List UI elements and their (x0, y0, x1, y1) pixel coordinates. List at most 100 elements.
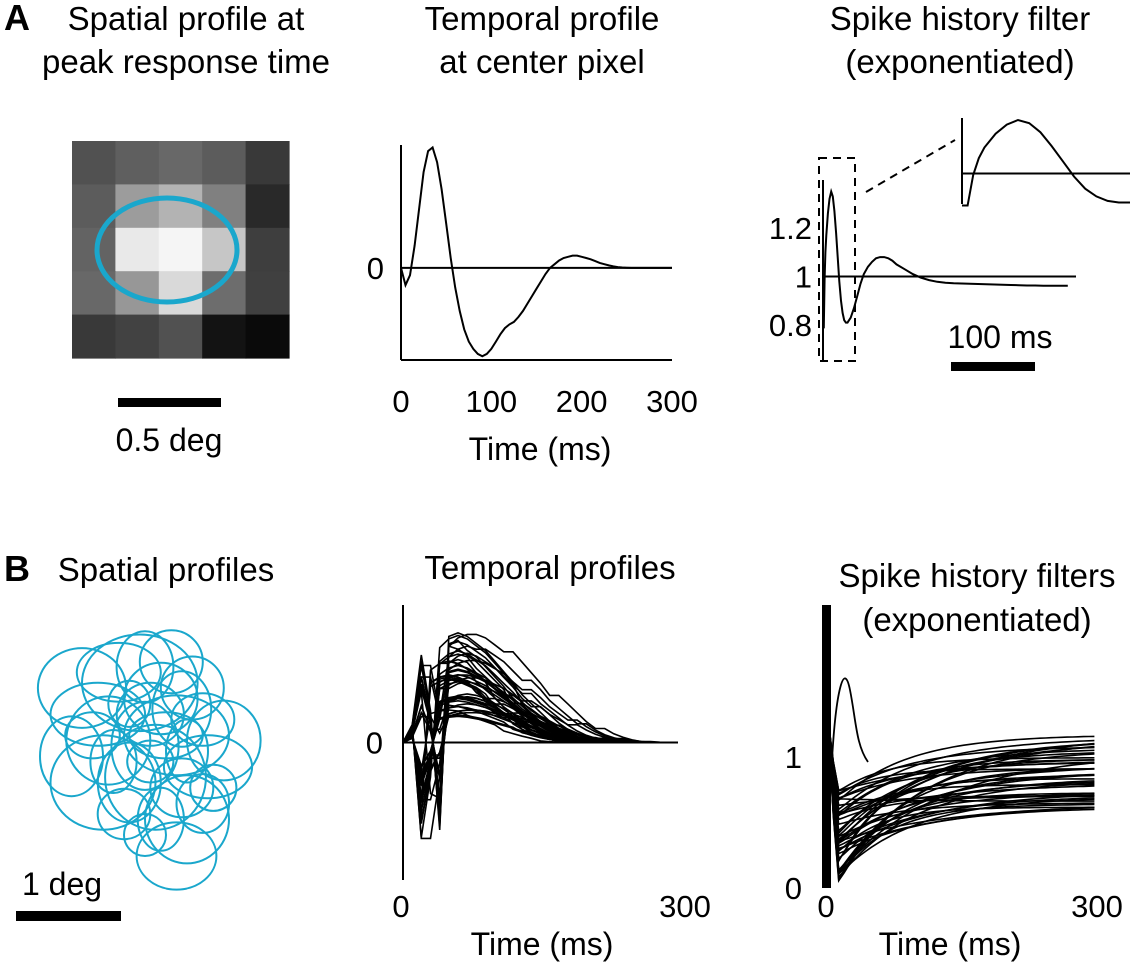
a-temporal-title-line2: at center pixel (439, 43, 644, 80)
x-tick-label: 0 (392, 889, 409, 924)
b-temporal-plot: 0 300 0 (366, 605, 711, 924)
rf-ellipse (138, 629, 204, 695)
b-temporal-title: Temporal profiles (424, 549, 675, 586)
rf-ellipse (149, 757, 215, 819)
heatmap-cell (158, 141, 203, 185)
spike-filter-line (827, 717, 1095, 817)
heatmap-cell (72, 227, 116, 272)
y-tick-label: 1 (795, 260, 812, 295)
x-tick-label: 300 (646, 384, 698, 419)
b-temporal-xlabel: Time (ms) (471, 926, 614, 962)
heatmap-cell (158, 271, 203, 316)
temporal-profile-line (400, 145, 672, 358)
rf-ellipse (189, 763, 238, 812)
heatmap-cell (158, 314, 203, 359)
spike-filter-line (827, 717, 1095, 876)
zoom-connector (865, 139, 956, 193)
spike-filter-line (827, 717, 1095, 795)
rf-ellipse (81, 633, 199, 733)
spike-filter-line (831, 677, 869, 763)
rf-ellipse (39, 715, 104, 798)
rf-ellipse (107, 679, 152, 728)
y-tick-label: 1 (785, 740, 802, 775)
rf-ellipse (175, 773, 231, 834)
heatmap-cell (72, 314, 116, 359)
b-spike-plot: 0 300 0 1 (785, 605, 1123, 924)
heatmap-cell (245, 271, 290, 316)
b-spatial-ellipses (36, 629, 262, 891)
heatmap-cell (245, 227, 290, 272)
rf-ellipse (151, 670, 213, 748)
b-spatial-scalebar (16, 911, 121, 921)
heatmap-cell (245, 184, 290, 229)
heatmap-cell (115, 184, 160, 229)
heatmap-cell (158, 184, 203, 229)
a-spike-title-line2: (exponentiated) (845, 43, 1074, 80)
b-spike-title-line2: (exponentiated) (862, 601, 1091, 638)
spike-filter-line (827, 717, 1095, 845)
rf-ellipse (135, 821, 218, 891)
a-spatial-title-line1: Spatial profile at (68, 0, 305, 37)
temporal-profile-line (402, 645, 678, 744)
a-spike-title-line1: Spike history filter (830, 0, 1090, 37)
inset-line (962, 118, 1130, 207)
a-temporal-xlabel: Time (ms) (469, 431, 612, 467)
panel-label-a: A (4, 0, 30, 38)
x-tick-label: 100 (465, 384, 517, 419)
b-spike-xlabel: Time (ms) (879, 926, 1022, 962)
heatmap-cell (202, 141, 247, 185)
rf-ellipse (126, 739, 175, 784)
heatmap-cell (72, 141, 116, 185)
a-temporal-title-line1: Temporal profile (425, 0, 660, 37)
a-temporal-plot: 0 100 200 300 0 (367, 145, 698, 419)
x-tick-label: 300 (1071, 889, 1123, 924)
temporal-profile-line (402, 704, 678, 776)
heatmap-cell (115, 141, 160, 185)
b-spike-title-line1: Spike history filters (839, 557, 1116, 594)
x-tick-label: 0 (817, 889, 834, 924)
rf-ellipse (170, 692, 236, 747)
spike-filter-line (827, 717, 1095, 838)
spike-filter-line (827, 717, 1095, 814)
spike-filter-line (827, 717, 1095, 802)
spike-filter-line (827, 717, 1095, 876)
x-tick-label: 0 (392, 384, 409, 419)
a-spatial-scalebar (118, 398, 221, 407)
y-tick-label: 0.8 (769, 308, 812, 343)
early-spike-band (822, 605, 831, 888)
heatmap-cell (202, 314, 247, 359)
spike-filter-line (827, 717, 1095, 800)
y-tick-label: 0 (785, 871, 802, 906)
a-spatial-heatmap (72, 141, 290, 359)
y-tick-label: 1.2 (769, 211, 812, 246)
rf-ellipse (64, 711, 121, 760)
spike-filter-line (827, 717, 1095, 802)
a-spatial-scalebar-label: 0.5 deg (116, 422, 223, 458)
heatmap-cell (158, 227, 203, 272)
heatmap-cell (202, 227, 247, 272)
heatmap-cell (245, 314, 290, 359)
spike-filter-line (822, 187, 1068, 329)
b-spatial-title: Spatial profiles (58, 551, 274, 588)
zoom-box (818, 157, 856, 362)
a-spike-plot: 0.8 1 1.2 (769, 118, 1130, 362)
spike-filter-line (827, 717, 1095, 796)
y-tick-label: 0 (366, 726, 383, 761)
y-tick-label: 0 (367, 251, 384, 286)
x-tick-label: 300 (659, 889, 711, 924)
spike-filter-line (827, 717, 1095, 853)
heatmap-cell (115, 227, 160, 272)
panel-label-b: B (4, 548, 30, 589)
rf-ellipse (144, 774, 230, 865)
x-tick-label: 200 (556, 384, 608, 419)
rf-ellipse (123, 813, 167, 857)
spike-filter-line (827, 717, 1095, 872)
spike-filter-line (827, 717, 1095, 835)
rf-ellipse (94, 195, 240, 305)
heatmap-cell (115, 271, 160, 316)
rf-ellipse (49, 681, 147, 747)
rf-ellipse (89, 729, 138, 794)
a-spatial-title-line2: peak response time (42, 43, 330, 80)
a-spike-scalebar-label: 100 ms (948, 319, 1053, 355)
